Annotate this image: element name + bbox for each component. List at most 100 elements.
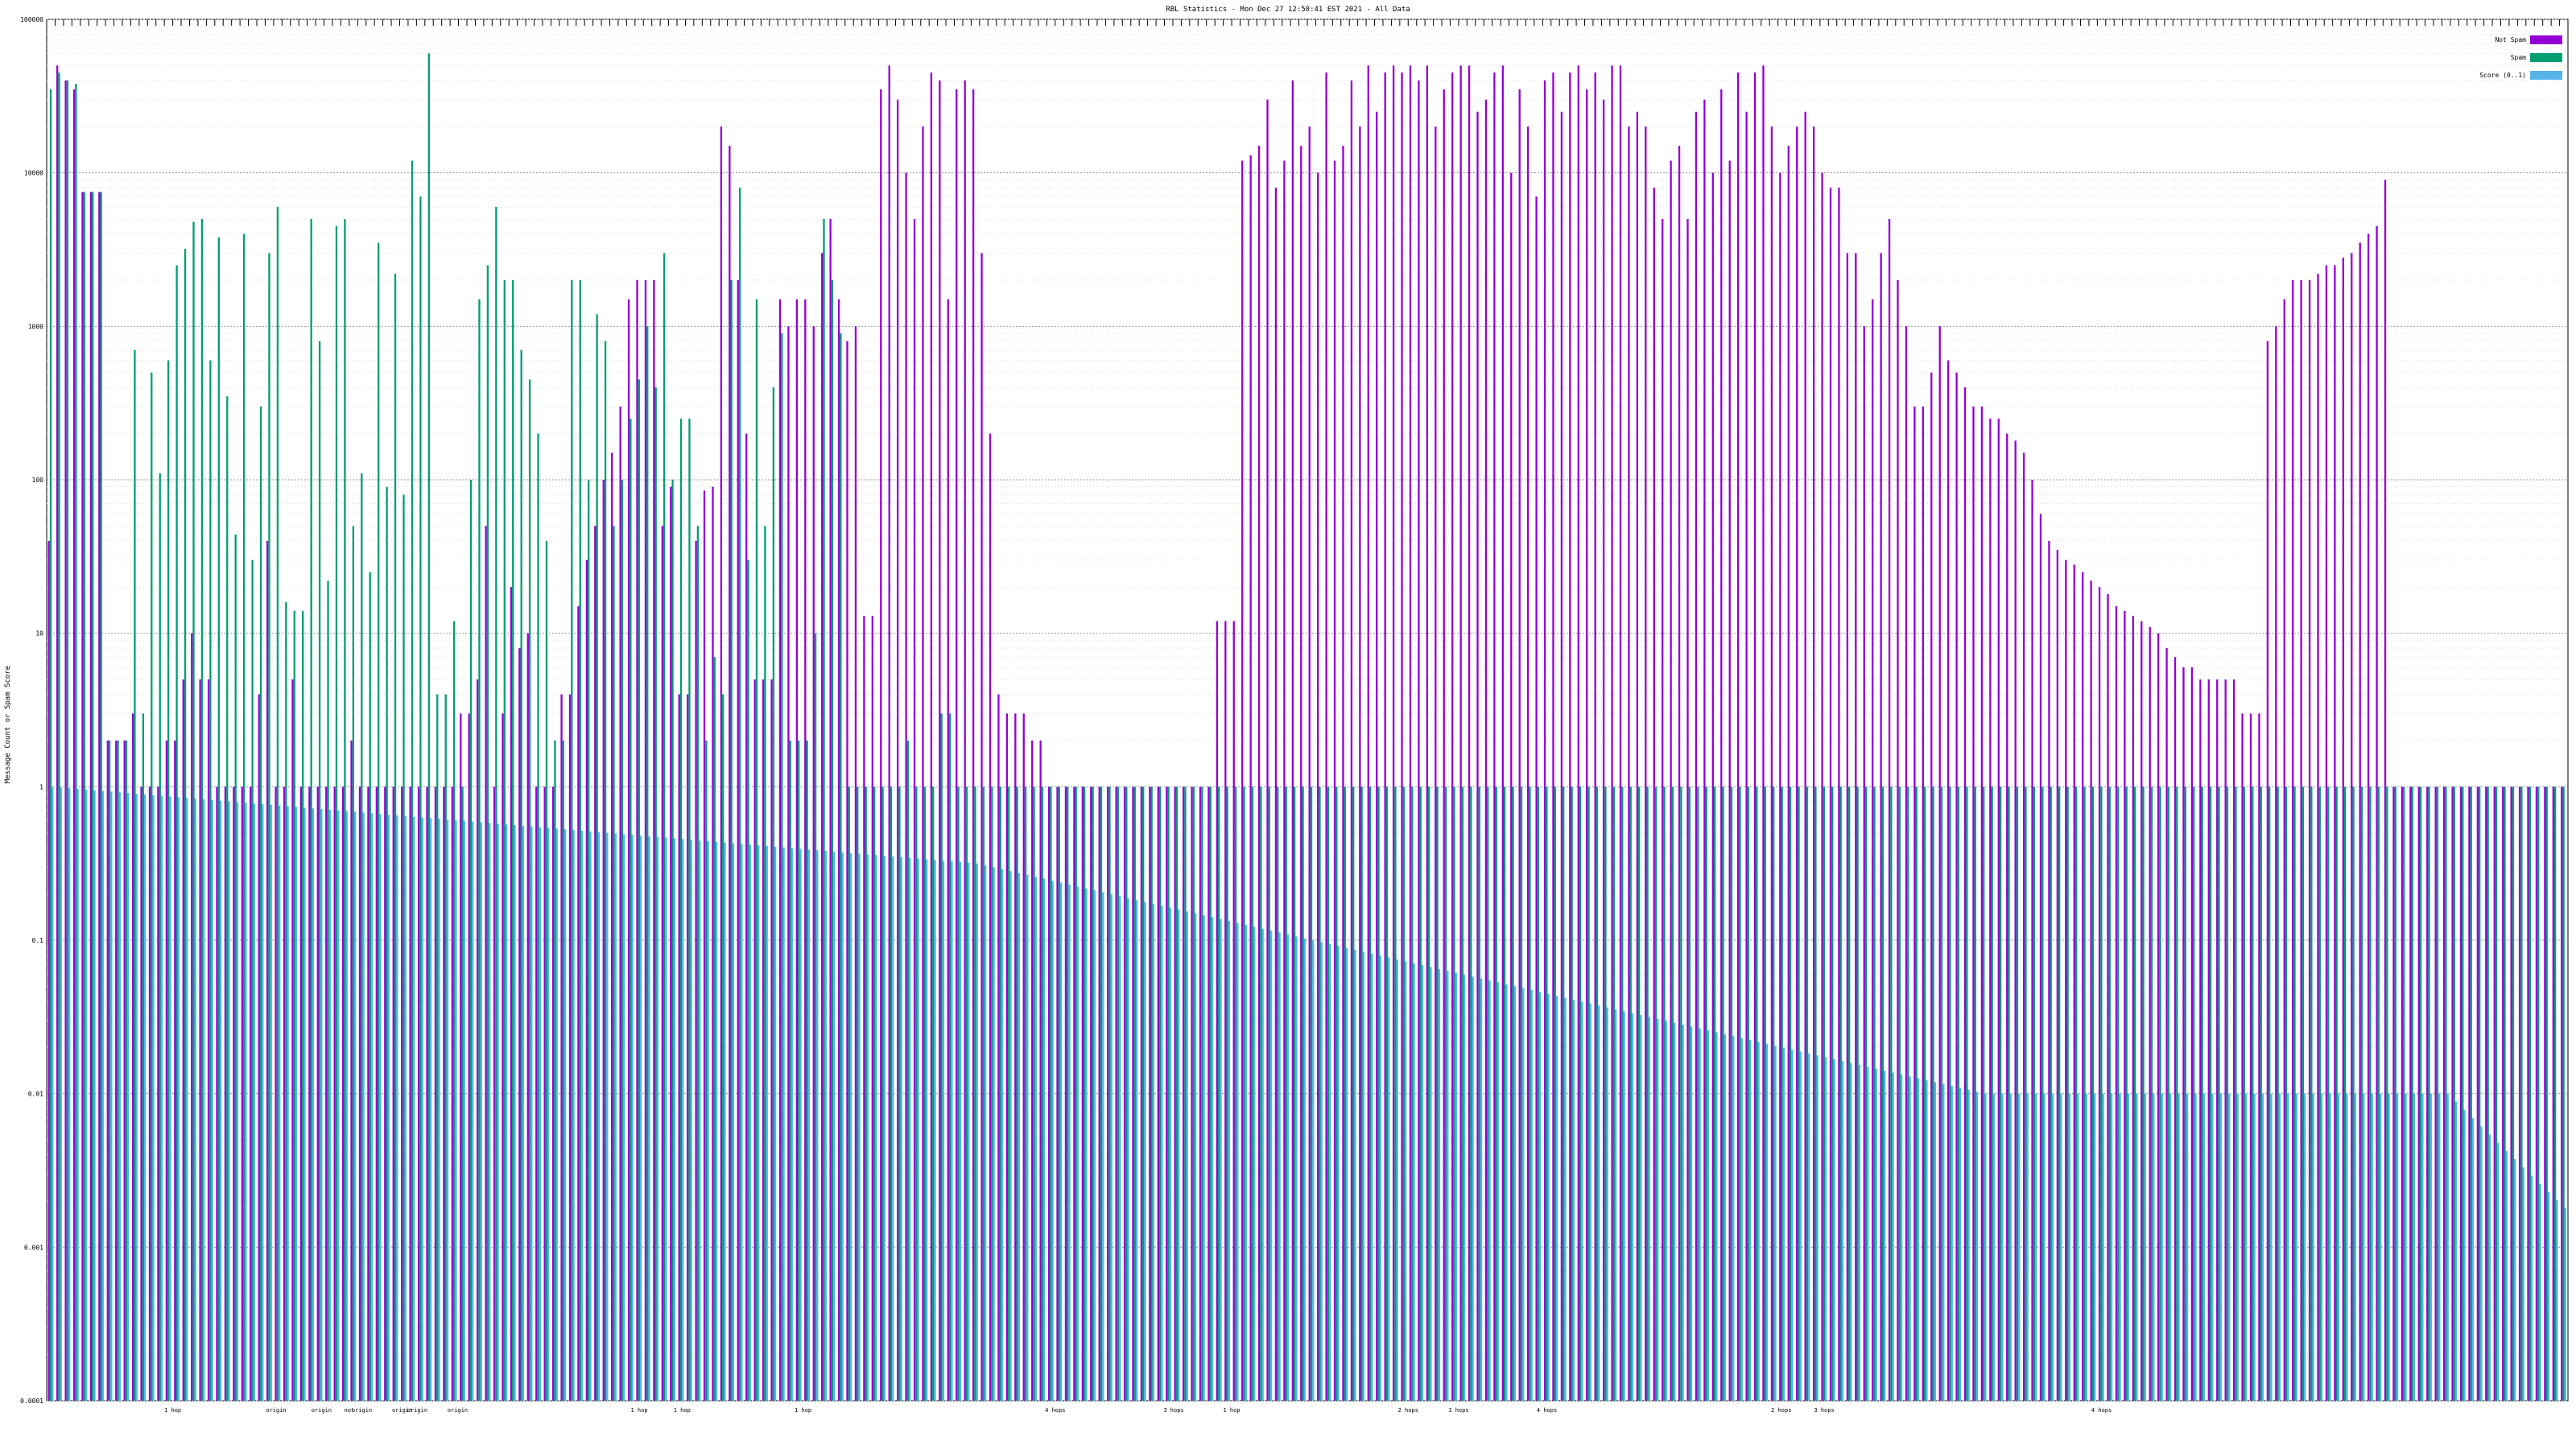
score-bar — [446, 819, 449, 1401]
spam-bar — [537, 433, 539, 1401]
spam-bar — [2327, 786, 2330, 1401]
score-bar — [539, 827, 541, 1401]
score-bar — [799, 848, 802, 1401]
score-bar — [1984, 1093, 1987, 1401]
not-spam-bar — [443, 786, 445, 1401]
spam-bar — [2529, 786, 2531, 1401]
score-bar — [766, 846, 768, 1401]
not-spam-bar — [2249, 713, 2252, 1401]
score-bar — [2018, 1093, 2021, 1401]
score-bar — [1152, 903, 1155, 1401]
not-spam-bar — [729, 146, 731, 1402]
score-bar — [2539, 1183, 2541, 1401]
score-bar — [211, 799, 213, 1401]
not-spam-bar — [829, 219, 832, 1402]
not-spam-bar — [1770, 126, 1773, 1402]
not-spam-bar — [1670, 160, 1672, 1401]
not-spam-bar — [2292, 279, 2294, 1401]
spam-bar — [2083, 786, 2086, 1401]
spam-bar — [2419, 786, 2422, 1401]
not-spam-bar — [1905, 326, 1908, 1401]
spam-bar — [923, 786, 926, 1401]
spam-bar — [1957, 786, 1960, 1401]
score-bar — [1379, 956, 1381, 1401]
score-bar — [1009, 871, 1012, 1401]
not-spam-bar — [2401, 786, 2404, 1401]
spam-bar — [1974, 786, 1976, 1401]
score-bar — [1186, 911, 1188, 1401]
spam-bar — [1075, 786, 1077, 1401]
score-bar — [1682, 1024, 1684, 1401]
spam-bar — [151, 372, 153, 1401]
score-bar — [1539, 992, 1542, 1401]
score-bar — [1598, 1005, 1600, 1401]
not-spam-bar — [325, 786, 328, 1401]
not-spam-bar — [191, 633, 193, 1401]
not-spam-bar — [720, 126, 723, 1402]
score-bar — [2530, 1175, 2533, 1401]
score-bar — [1715, 1032, 1718, 1401]
spam-bar — [2016, 786, 2019, 1401]
not-spam-bar — [468, 713, 470, 1401]
score-bar — [2110, 1093, 2113, 1401]
score-bar — [1774, 1046, 1777, 1401]
not-spam-bar — [1056, 786, 1059, 1401]
spam-bar — [1150, 786, 1153, 1401]
not-spam-bar — [745, 433, 748, 1401]
spam-bar — [688, 419, 691, 1401]
spam-bar — [2184, 786, 2186, 1401]
not-spam-bar — [350, 740, 353, 1401]
spam-bar — [890, 786, 893, 1401]
not-spam-bar — [216, 786, 218, 1401]
score-bar — [1430, 967, 1432, 1401]
not-spam-bar — [627, 299, 630, 1402]
x-category-label: 3 hops — [1448, 1407, 1468, 1414]
score-bar — [287, 806, 289, 1401]
not-spam-bar — [863, 615, 865, 1401]
not-spam-bar — [1980, 407, 1984, 1402]
spam-bar — [2369, 786, 2372, 1401]
not-spam-bar — [1930, 372, 1933, 1401]
not-spam-bar — [358, 786, 361, 1401]
not-spam-bar — [1005, 713, 1009, 1401]
score-bar — [1178, 909, 1180, 1401]
not-spam-bar — [56, 65, 59, 1402]
score-bar — [2136, 1093, 2138, 1401]
not-spam-bar — [1963, 387, 1967, 1401]
not-spam-bar — [1216, 621, 1219, 1401]
not-spam-bar — [98, 192, 101, 1402]
legend-swatch — [2530, 53, 2562, 62]
score-bar — [1085, 888, 1088, 1401]
score-bar — [429, 818, 432, 1401]
spam-bar — [1688, 786, 1690, 1401]
not-spam-bar — [1938, 326, 1941, 1401]
not-spam-bar — [1283, 160, 1286, 1401]
score-bar — [1841, 1061, 1844, 1401]
spam-bar — [621, 480, 624, 1401]
spam-bar — [2125, 786, 2128, 1401]
not-spam-bar — [308, 786, 311, 1401]
score-bar — [2380, 1093, 2382, 1401]
not-spam-bar — [2308, 279, 2311, 1401]
score-bar — [1782, 1047, 1785, 1401]
spam-bar — [1016, 786, 1018, 1401]
score-bar — [2396, 1093, 2399, 1401]
spam-bar — [2520, 786, 2523, 1401]
spam-bar — [2050, 786, 2052, 1401]
score-bar — [253, 803, 256, 1401]
spam-bar — [1377, 786, 1380, 1401]
not-spam-bar — [1897, 279, 1899, 1401]
score-bar — [1211, 917, 1214, 1401]
spam-bar — [327, 580, 329, 1401]
score-bar — [866, 854, 869, 1401]
score-bar — [858, 853, 861, 1401]
spam-bar — [2453, 786, 2455, 1401]
spam-bar — [2008, 786, 2010, 1401]
not-spam-bar — [1737, 72, 1740, 1401]
spam-bar — [2159, 786, 2161, 1401]
spam-bar — [1067, 786, 1069, 1401]
not-spam-bar — [619, 407, 621, 1402]
y-tick-label: 0.0001 — [20, 1397, 43, 1405]
spam-bar — [630, 419, 632, 1401]
spam-bar — [1033, 786, 1035, 1401]
